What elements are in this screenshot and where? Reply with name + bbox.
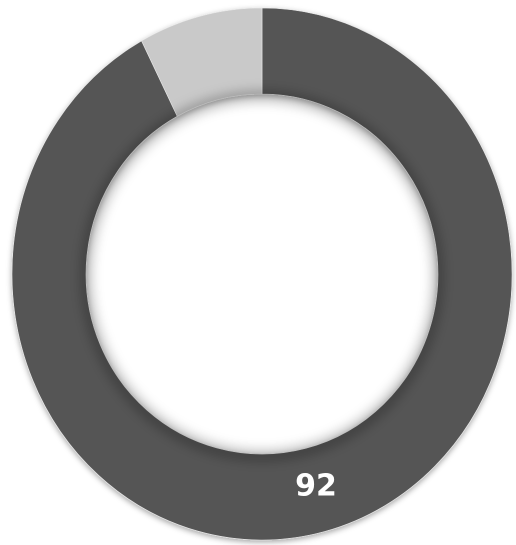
inner-shadow bbox=[82, 92, 442, 460]
labels: 92 bbox=[295, 469, 337, 504]
data-label: 92 bbox=[295, 469, 337, 504]
